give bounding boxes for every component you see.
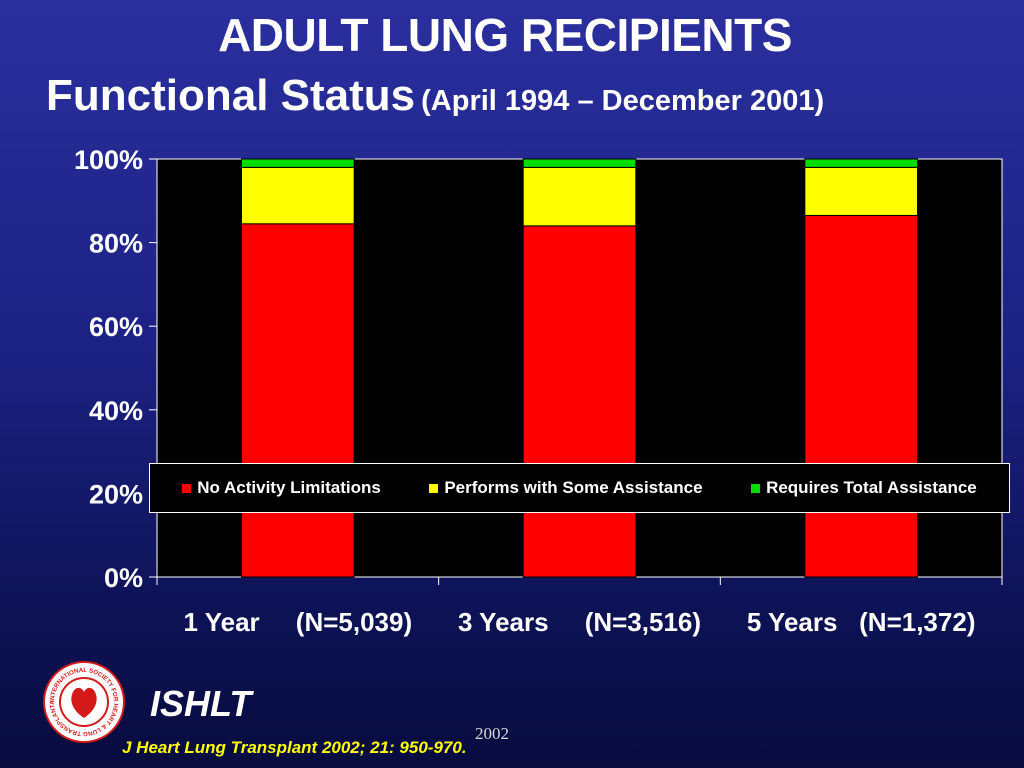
bar-segment-2-requires-total-assistance xyxy=(522,158,637,168)
x-tick-label: 1 Year (N=5,039) xyxy=(184,607,413,637)
y-tick-label: 40% xyxy=(89,396,143,426)
year-mark: 2002 xyxy=(475,724,509,743)
legend-item-performs-with-some-assistance: Performs with Some Assistance xyxy=(429,478,703,498)
bar-segment-2-performs-with-some-assistance xyxy=(522,166,637,227)
bar-segment-1-requires-total-assistance xyxy=(241,158,355,168)
legend-label: Performs with Some Assistance xyxy=(444,478,703,497)
y-tick-label: 80% xyxy=(89,229,143,259)
legend-item-no-activity-limitations: No Activity Limitations xyxy=(182,478,381,498)
subtitle-main: Functional Status xyxy=(46,71,416,120)
legend-swatch-red xyxy=(182,483,192,493)
citation: J Heart Lung Transplant 2002; 21: 950-97… xyxy=(122,738,467,757)
y-tick-label: 100% xyxy=(74,145,143,175)
bar-segment-3-no-activity-limitations xyxy=(804,214,918,578)
legend-label: Requires Total Assistance xyxy=(766,478,977,497)
y-tick-label: 20% xyxy=(89,479,143,509)
logo-heart-lung-emblem xyxy=(71,687,97,718)
slide-title: ADULT LUNG RECIPIENTS xyxy=(218,9,792,61)
bar-segment-2-no-activity-limitations xyxy=(522,225,637,578)
chart-legend: No Activity Limitations Performs with So… xyxy=(149,463,1010,513)
legend-label: No Activity Limitations xyxy=(197,478,381,497)
legend-swatch-green xyxy=(751,483,761,493)
bar-segment-1-performs-with-some-assistance xyxy=(241,166,355,225)
ishlt-logo-icon: INTERNATIONAL SOCIETY FOR HEART & LUNG T… xyxy=(42,660,125,743)
y-tick-label: 60% xyxy=(89,312,143,342)
bar-segment-3-requires-total-assistance xyxy=(804,158,918,168)
x-tick-label: 5 Years (N=1,372) xyxy=(747,607,976,637)
subtitle-date-range: (April 1994 – December 2001) xyxy=(421,85,825,117)
org-label: ISHLT xyxy=(150,683,252,724)
slide-subtitle: Functional Status (April 1994 – December … xyxy=(46,74,824,118)
x-tick-label: 3 Years (N=3,516) xyxy=(458,607,701,637)
bar-segment-1-no-activity-limitations xyxy=(241,223,355,578)
legend-item-requires-total-assistance: Requires Total Assistance xyxy=(751,478,977,498)
bar-segment-3-performs-with-some-assistance xyxy=(804,166,918,216)
legend-swatch-yellow xyxy=(429,483,439,493)
y-tick-label: 0% xyxy=(104,563,143,593)
